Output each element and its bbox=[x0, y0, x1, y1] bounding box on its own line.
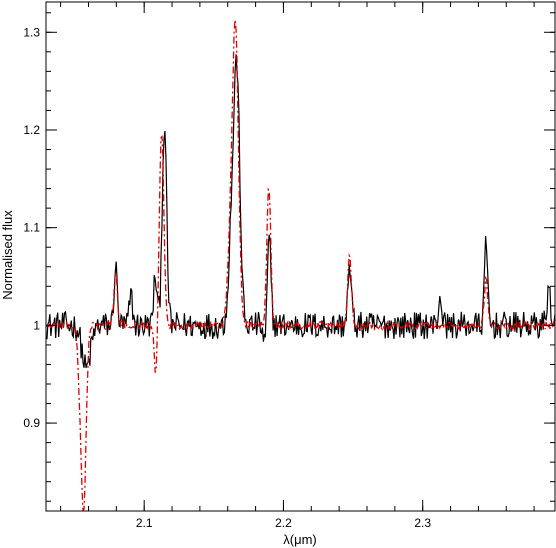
x-tick-label: 2.3 bbox=[414, 516, 431, 530]
y-tick-label: 1.2 bbox=[23, 123, 40, 137]
y-tick-label: 1.3 bbox=[23, 25, 40, 39]
y-tick-label: 0.9 bbox=[23, 416, 40, 430]
x-axis-title: λ(μm) bbox=[283, 532, 316, 547]
x-tick-label: 2.2 bbox=[275, 516, 292, 530]
series-layer bbox=[46, 19, 555, 511]
plot-frame bbox=[45, 1, 556, 512]
series-line-solid bbox=[46, 54, 555, 368]
series-line-dashdot bbox=[46, 19, 555, 511]
axis-layer: 2.1 2.2 2.3 0.9 1 1.1 1.2 1.3 bbox=[23, 1, 556, 530]
y-axis-title: Normalised flux bbox=[0, 210, 15, 300]
y-tick-label: 1.1 bbox=[23, 221, 40, 235]
y-tick-label: 1 bbox=[33, 318, 40, 332]
x-tick-label: 2.1 bbox=[136, 516, 153, 530]
